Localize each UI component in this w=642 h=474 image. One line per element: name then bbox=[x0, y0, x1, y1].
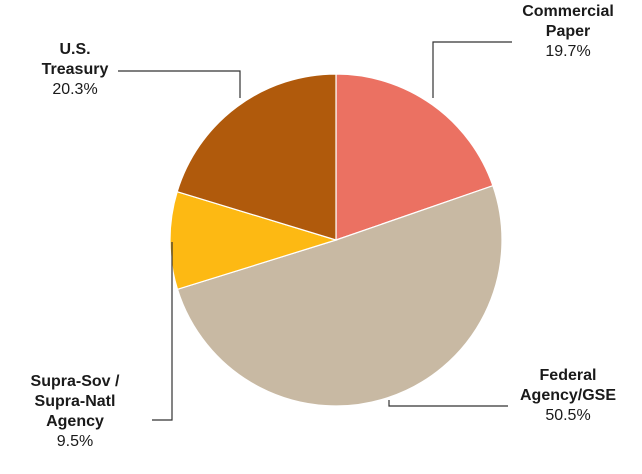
slice-supra-sov bbox=[169, 190, 339, 291]
leader-us-treasury bbox=[118, 70, 241, 98]
label-federal-agency-line2: Agency/GSE bbox=[519, 387, 617, 404]
label-federal-agency: Federal Agency/GSE 50.5% bbox=[498, 366, 638, 426]
slice-federal-agency bbox=[176, 184, 503, 407]
label-supra-sov: Supra-Sov / Supra-Natl Agency 9.5% bbox=[0, 372, 150, 452]
label-federal-agency-line1: Federal bbox=[539, 367, 597, 384]
label-federal-agency-value: 50.5% bbox=[545, 407, 591, 424]
label-us-treasury-value: 20.3% bbox=[52, 81, 98, 98]
leader-federal-agency bbox=[388, 400, 508, 407]
label-us-treasury-line1: U.S. bbox=[59, 41, 91, 58]
label-commercial-paper-line2: Paper bbox=[545, 23, 591, 40]
leader-commercial-paper bbox=[432, 41, 512, 98]
label-supra-sov-line3: Agency bbox=[46, 413, 104, 430]
label-commercial-paper: Commercial Paper 19.7% bbox=[498, 2, 638, 62]
label-commercial-paper-value: 19.7% bbox=[545, 43, 591, 60]
label-supra-sov-line1: Supra-Sov / bbox=[30, 373, 120, 390]
label-supra-sov-line2: Supra-Natl bbox=[34, 393, 116, 410]
label-us-treasury-line2: Treasury bbox=[41, 61, 109, 78]
slice-commercial-paper bbox=[335, 73, 494, 241]
label-us-treasury: U.S. Treasury 20.3% bbox=[0, 40, 150, 100]
label-commercial-paper-line1: Commercial bbox=[522, 3, 614, 20]
label-supra-sov-value: 9.5% bbox=[56, 433, 94, 450]
slice-us-treasury bbox=[176, 73, 337, 241]
leader-supra-sov bbox=[152, 242, 173, 421]
